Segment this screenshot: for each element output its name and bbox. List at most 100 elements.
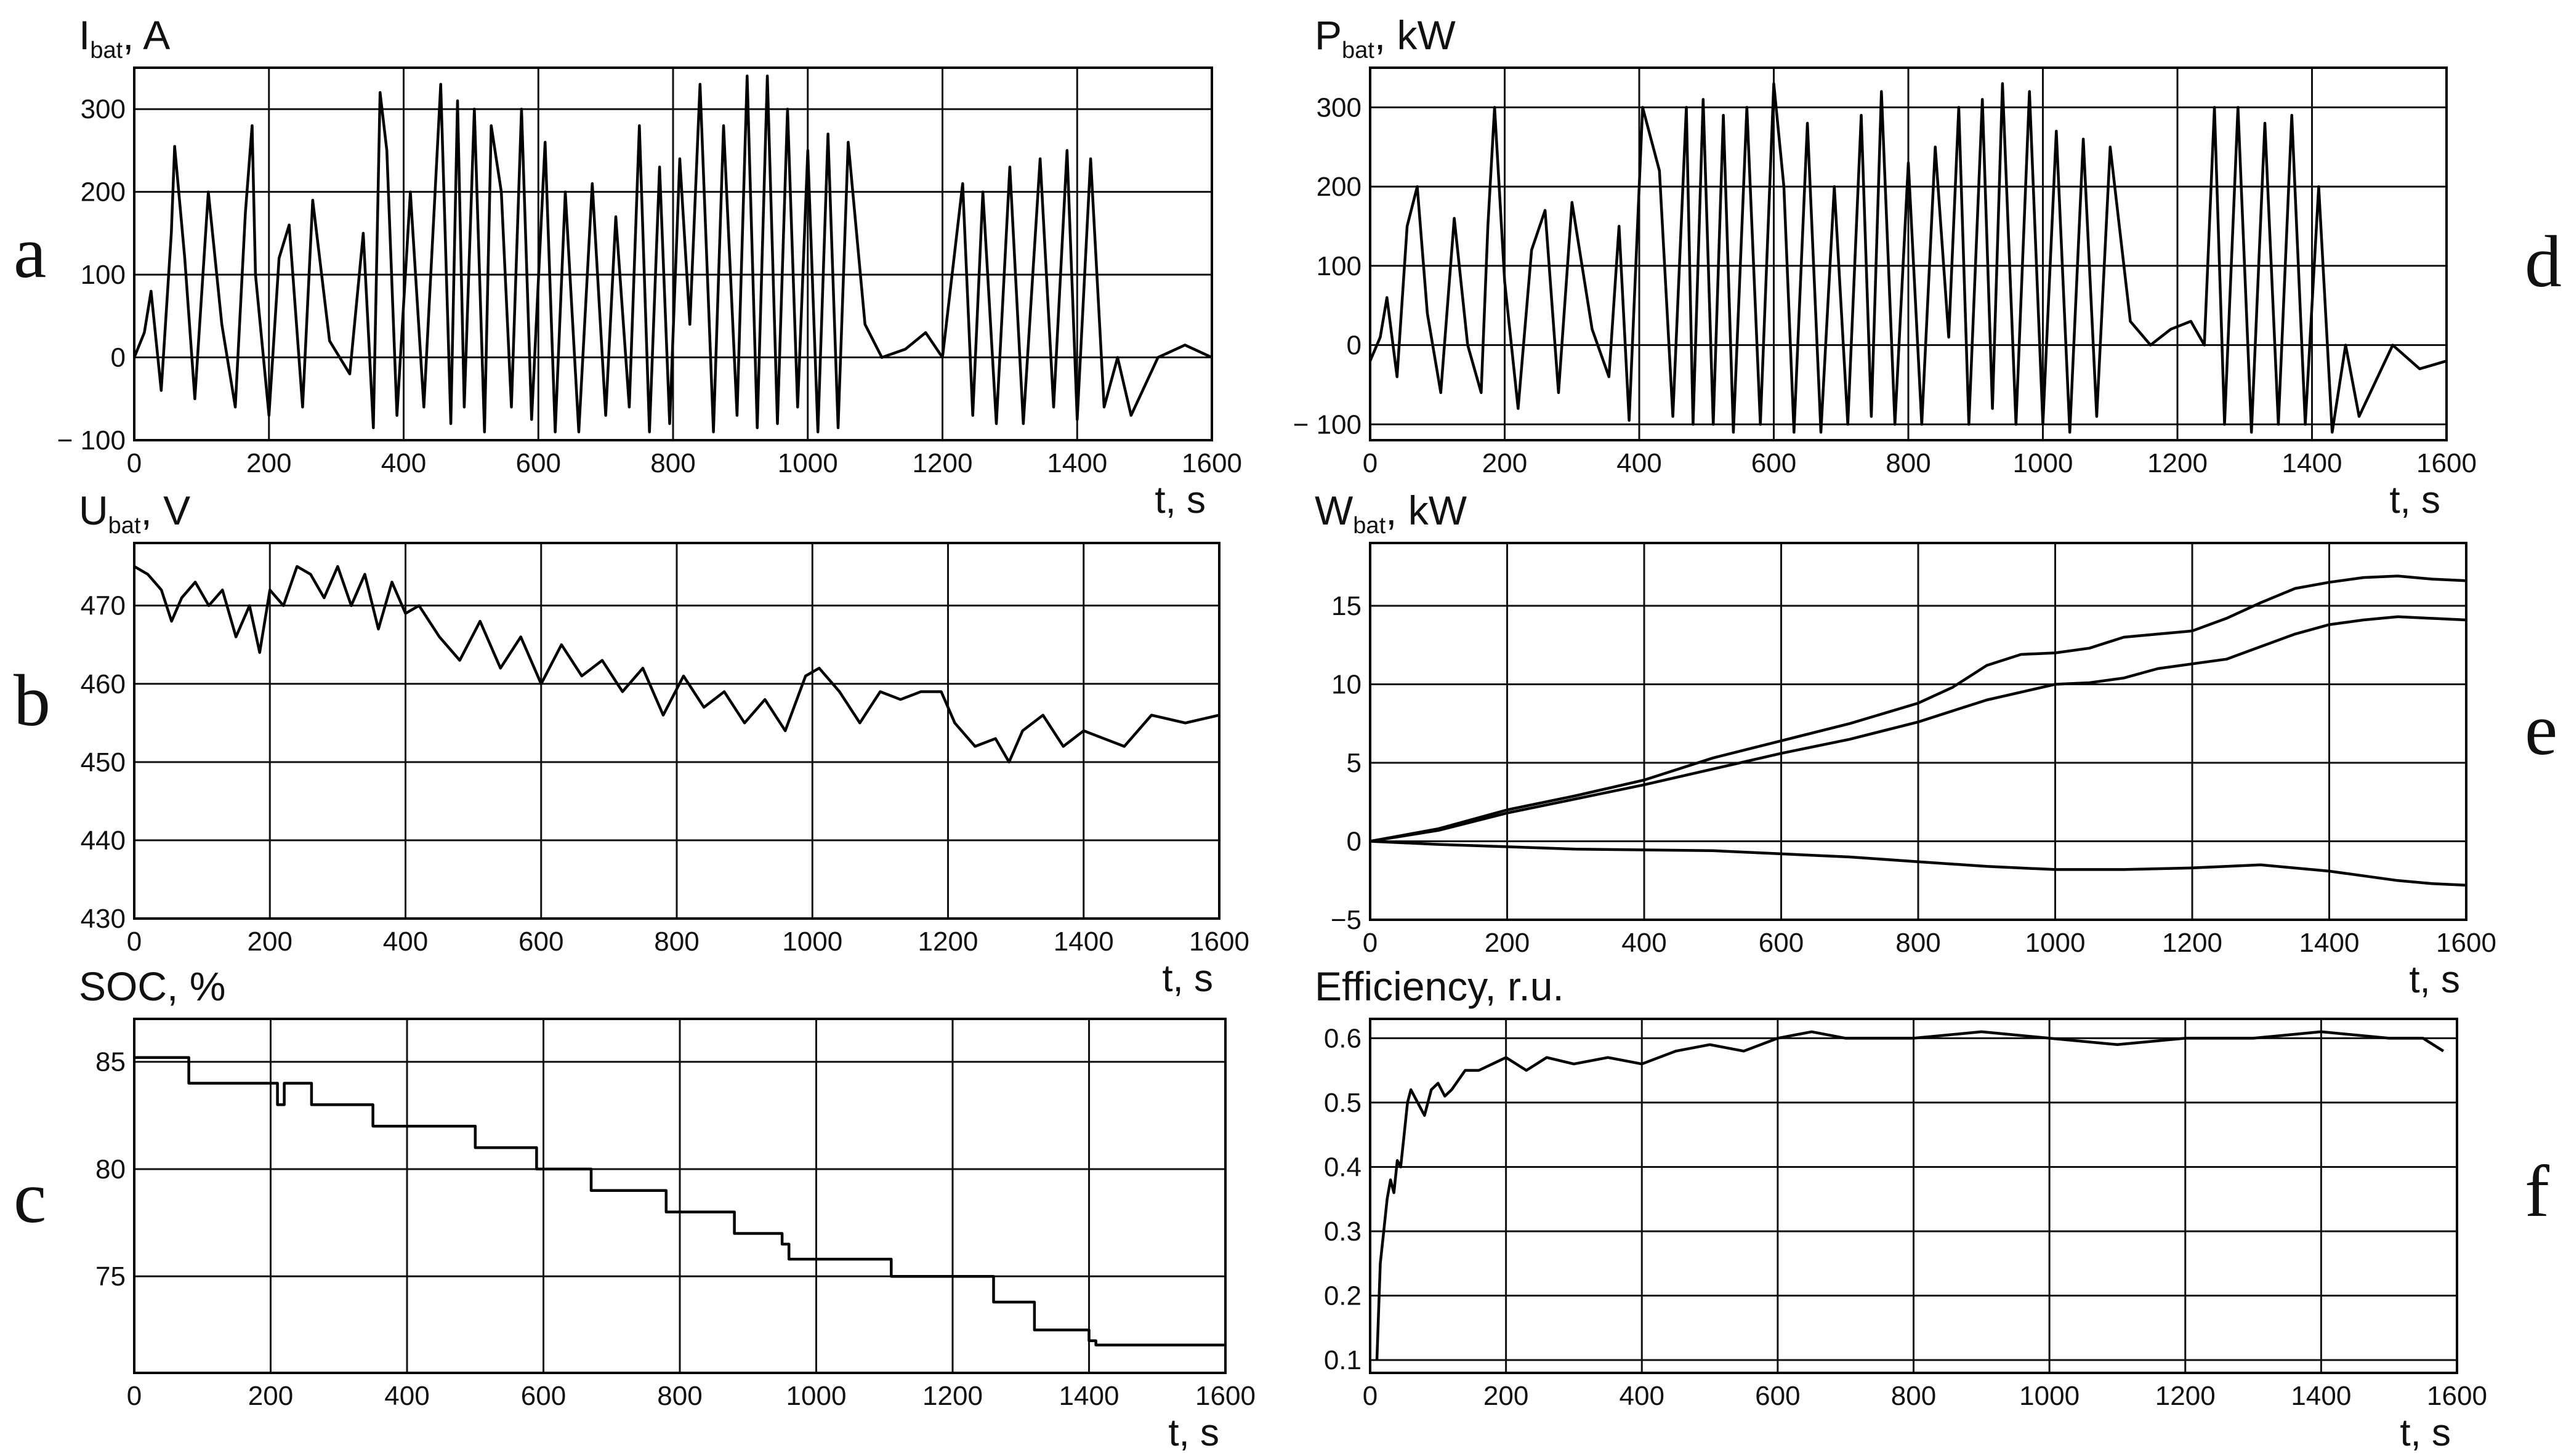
x-tick-label: 1200 [2162,928,2222,958]
x-tick-label: 1200 [922,1381,983,1411]
panel-letter-a: a [14,211,46,293]
y-tick-label: 200 [81,177,126,207]
x-tick-label: 1200 [918,927,978,957]
y-tick-label: −5 [1331,905,1362,935]
x-tick-label: 1400 [1047,448,1107,478]
chart-d: 0 200 400 600 800 1000 1200 1400 1600− 100010020… [1293,12,2477,521]
x-tick-label: 1000 [2019,1381,2080,1411]
x-tick-label: 600 [521,1381,566,1411]
plot-frame [133,1018,1227,1374]
x-tick-label: 800 [1895,928,1940,958]
plot-frame [1369,66,2448,441]
x-tick-label: 1000 [786,1381,847,1411]
x-tick-label: 1600 [1182,448,1242,478]
y-tick-label: 0.6 [1324,1023,1362,1053]
chart-f: 0 200 400 600 800 1000 1200 1400 1600 0.1 0.2 0.3 0.… [1315,963,2487,1454]
x-axis-label: t, s [2409,959,2460,1001]
y-axis-label: Pbat, kW [1315,12,1456,63]
panel-letter-c: c [14,1156,46,1238]
series-line-1 [132,74,1212,433]
y-tick-label: − 100 [57,425,126,456]
series-line-3 [1370,840,2467,887]
y-tick-label: 430 [81,904,126,934]
panel-letter-f: f [2525,1150,2549,1232]
y-tick-label: 85 [95,1047,126,1077]
y-axis-label: SOC, % [79,963,225,1009]
chart-panels: 0 200 400 600 800 1000 1200 1400 1600− 100010020… [57,12,2496,1454]
y-axis-label: Efficiency, r.u. [1315,963,1564,1009]
x-tick-label: 1400 [1059,1381,1120,1411]
y-tick-label: 0.2 [1324,1281,1362,1311]
x-tick-label: 1200 [2155,1381,2216,1411]
y-tick-label: 460 [81,669,126,699]
x-tick-label: 200 [1483,1381,1528,1411]
panel-letter-b: b [14,659,50,741]
x-tick-label: 1000 [778,448,838,478]
plot-frame [133,542,1220,920]
x-tick-label: 600 [1751,448,1796,478]
x-tick-label: 1200 [2147,448,2208,478]
series-line-2 [1370,615,2467,843]
y-tick-label: 450 [81,747,126,778]
chart-e: 0 200 400 600 800 1000 1200 1400 1600−5051015t, … [1315,488,2496,1001]
x-axis-label: t, s [2400,1412,2451,1454]
x-tick-label: 200 [248,927,292,957]
x-tick-label: 1400 [2299,928,2360,958]
y-tick-label: 300 [81,94,126,124]
x-tick-label: 0 [127,1381,142,1411]
y-tick-label: 0.3 [1324,1217,1362,1247]
y-tick-label: 100 [1317,251,1362,281]
y-axis-label: Ibat, A [79,12,170,63]
plot-frame [1369,542,2467,921]
x-tick-label: 1400 [1054,927,1114,957]
y-tick-label: 0 [1347,827,1362,857]
x-tick-label: 200 [246,448,291,478]
x-axis-label: t, s [1168,1412,1219,1454]
x-axis-label: t, s [1162,957,1213,1000]
x-tick-label: 1000 [2013,448,2073,478]
x-tick-label: 1000 [782,927,842,957]
x-tick-label: 400 [1620,1381,1664,1411]
y-tick-label: − 100 [1293,409,1362,440]
chart-c: 0 200 400 600 800 1000 1200 1400 1600 75 80 85 t, s S… [79,963,1256,1454]
x-tick-label: 0 [1363,1381,1378,1411]
y-tick-label: 0 [1347,331,1362,361]
x-tick-label: 1600 [1195,1381,1256,1411]
x-tick-label: 800 [654,927,699,957]
x-tick-label: 0 [127,448,142,478]
y-tick-label: 0.4 [1324,1152,1362,1182]
x-tick-label: 800 [1891,1381,1936,1411]
x-tick-label: 200 [1485,928,1530,958]
y-tick-label: 0 [111,343,126,373]
x-tick-label: 400 [1621,928,1666,958]
panel-letter-d: d [2525,220,2562,302]
y-axis-label: Ubat, V [79,488,190,539]
x-tick-label: 600 [516,448,561,478]
series-line-1 [1370,574,2467,843]
x-tick-label: 800 [1886,448,1930,478]
x-tick-label: 1600 [2427,1381,2487,1411]
y-tick-label: 100 [81,260,126,290]
x-tick-label: 200 [1482,448,1527,478]
x-tick-label: 1600 [1189,927,1249,957]
y-tick-label: 10 [1331,670,1362,700]
x-tick-label: 400 [1616,448,1661,478]
plot-frame [133,66,1213,441]
x-axis-label: t, s [1155,479,1206,521]
x-tick-label: 0 [1363,928,1378,958]
x-tick-label: 1000 [2025,928,2086,958]
x-tick-label: 400 [383,927,428,957]
y-tick-label: 80 [95,1154,126,1185]
x-tick-label: 1400 [2291,1381,2351,1411]
x-tick-label: 600 [1755,1381,1800,1411]
x-tick-label: 400 [381,448,426,478]
y-axis-label: Wbat, kW [1315,488,1467,539]
y-tick-label: 5 [1347,748,1362,778]
y-tick-label: 75 [95,1261,126,1292]
x-tick-label: 600 [1759,928,1804,958]
y-tick-label: 300 [1317,92,1362,123]
x-tick-label: 800 [657,1381,702,1411]
plot-frame [1369,1018,2458,1374]
y-tick-label: 0.1 [1324,1345,1362,1375]
